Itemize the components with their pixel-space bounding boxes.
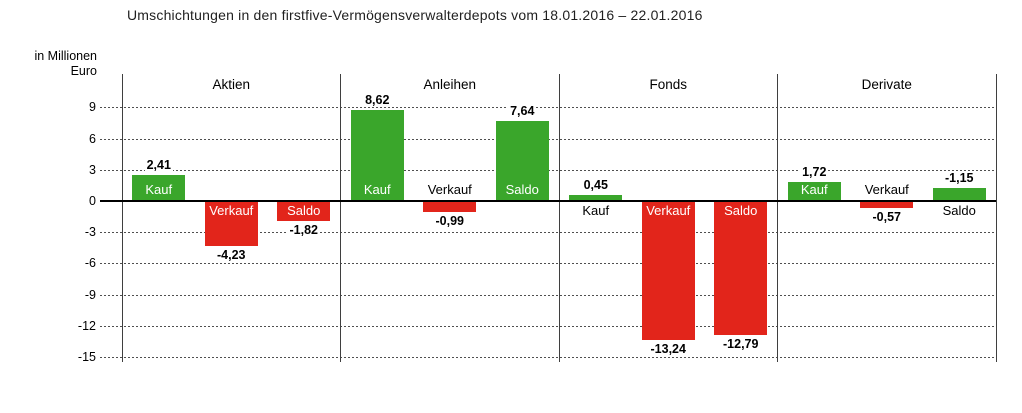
bar-value-label: -1,82 (259, 222, 349, 238)
gridline (100, 325, 996, 327)
y-tick-label: -9 (84, 287, 96, 302)
bar (277, 202, 331, 221)
bar (495, 120, 549, 200)
bar (932, 188, 986, 200)
bar-name-label: Verkauf (209, 203, 254, 218)
bar (787, 182, 841, 200)
bar-value-text: -0,99 (433, 214, 466, 229)
bar-value-text: -0,57 (870, 209, 903, 224)
group-separator (777, 74, 778, 362)
y-axis-unit-label: in Millionen Euro (8, 49, 97, 79)
zero-line (100, 200, 996, 202)
bar-value-text: -12,79 (721, 337, 761, 352)
y-tick-label: 3 (89, 162, 96, 177)
bar-value-label: 7,64 (477, 103, 567, 119)
y-axis-unit-line1: in Millionen (34, 49, 97, 63)
plot-right-border (995, 74, 997, 362)
bar-value-label: -12,79 (696, 337, 786, 352)
y-tick-label: 9 (89, 100, 96, 115)
gridline (100, 232, 996, 234)
gridline (100, 107, 996, 109)
bar-value-label: 1,72 (769, 165, 859, 180)
gridline (100, 263, 996, 265)
bar-value-label: -13,24 (623, 341, 713, 357)
bar (423, 202, 477, 213)
bar (204, 202, 258, 246)
y-axis-line (121, 74, 123, 362)
y-tick-label: -6 (84, 256, 96, 271)
group-separator (340, 74, 341, 362)
bar-value-label: -4,23 (186, 247, 276, 263)
bar (350, 110, 404, 200)
category-label: Fonds (649, 77, 688, 92)
bar-value-label: 8,62 (332, 93, 422, 108)
bar-value-label: -1,15 (914, 171, 1004, 186)
bar-value-text: -1,82 (287, 222, 320, 237)
bar-value-text: 2,41 (144, 157, 173, 172)
y-tick-label: -15 (77, 350, 96, 364)
bar-name-label: Kauf (363, 182, 391, 197)
bar-name-label: Kauf (800, 182, 828, 197)
bar-name-label: Saldo (287, 203, 321, 218)
category-label: Derivate (861, 77, 912, 92)
bar-value-label: 2,41 (114, 157, 204, 173)
bar (860, 202, 914, 208)
bar-value-text: 8,62 (363, 93, 392, 108)
bar-name-label: Verkauf (427, 182, 472, 197)
bar-value-label: -0,57 (842, 209, 932, 225)
bar-value-text: -4,23 (215, 247, 248, 262)
bar (132, 174, 186, 200)
category-label: Aktien (212, 77, 251, 92)
bar-value-text: 7,64 (508, 103, 537, 118)
category-label: Anleihen (423, 77, 477, 92)
y-axis-unit-line2: Euro (70, 64, 97, 78)
bar-value-text: 0,45 (581, 178, 610, 193)
gridline (100, 294, 996, 296)
bar-name-label: Saldo (942, 203, 976, 218)
bar (641, 202, 695, 340)
bar-name-label: Kauf (145, 182, 173, 197)
y-tick-label: -12 (77, 318, 96, 333)
bar-value-text: -1,15 (943, 171, 976, 186)
bar-name-label: Saldo (505, 182, 539, 197)
bar (569, 195, 623, 200)
y-tick-label: -3 (84, 225, 96, 240)
y-tick-label: 0 (89, 194, 96, 208)
bar-value-label: 0,45 (551, 178, 641, 193)
group-separator (558, 74, 560, 362)
y-tick-label: 6 (89, 131, 96, 146)
gridline (100, 357, 996, 358)
bar-name-label: Kauf (582, 203, 610, 218)
bar (714, 202, 768, 336)
bar-name-label: Verkauf (646, 203, 691, 218)
bar-value-label: -0,99 (405, 214, 495, 229)
chart-title: Umschichtungen in den firstfive-Vermögen… (127, 7, 703, 23)
bar-value-text: -13,24 (648, 341, 688, 356)
bar-name-label: Saldo (724, 203, 758, 218)
bar-name-label: Verkauf (864, 182, 909, 197)
bar-value-text: 1,72 (800, 165, 829, 180)
